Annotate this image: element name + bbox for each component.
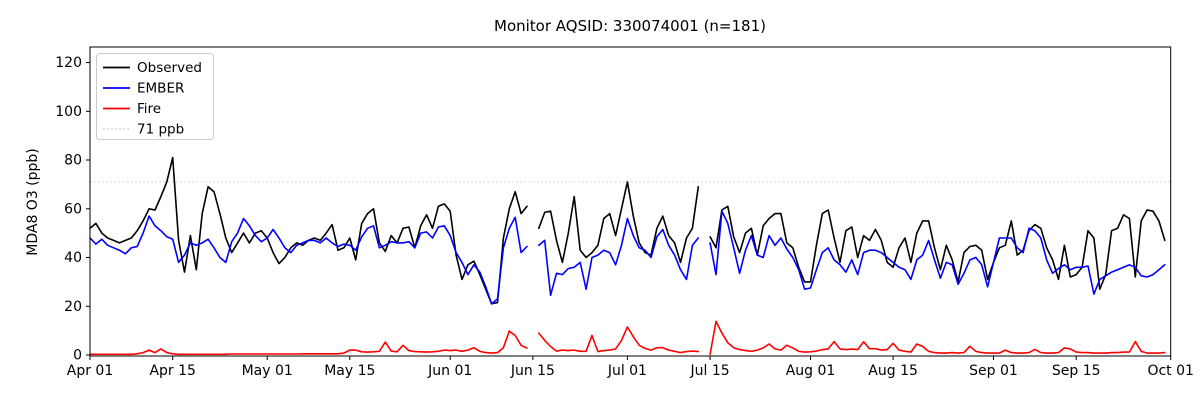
y-tick-label: 40 [64,250,82,266]
y-tick-label: 20 [64,299,82,315]
x-tick-label: Aug 01 [786,363,836,379]
x-tick-label: Sep 15 [1052,363,1101,379]
y-tick-label: 100 [55,104,82,120]
legend-label-fire: Fire [137,101,161,117]
legend-label-ember: EMBER [137,81,184,97]
x-tick-label: Jun 15 [510,363,555,379]
axes-spines [89,46,1172,357]
x-tick-label: Sep 01 [969,363,1018,379]
legend-label-observed: Observed [137,60,202,76]
y-tick-label: 60 [64,201,82,217]
x-tick-label: May 15 [324,363,375,379]
legend-label-71-ppb: 71 ppb [137,122,184,138]
x-tick-label: Jul 01 [607,363,647,379]
x-tick-label: Apr 01 [67,363,113,379]
y-tick-label: 80 [64,153,82,169]
x-tick-label: Jul 15 [690,363,730,379]
y-tick-label: 120 [55,55,82,71]
x-tick-label: Aug 15 [868,363,918,379]
x-tick-label: Oct 01 [1147,363,1193,379]
series-line-observed [89,156,1166,305]
x-tick-label: May 01 [242,363,293,379]
legend-box [96,53,214,140]
y-axis-label: MDA8 O3 (ppb) [25,148,41,256]
series-line-ember [89,210,1166,305]
x-tick-label: Apr 15 [149,363,195,379]
plot-area: Apr 01 Apr 15 May 01 May 15 Jun 01 Jun 15 Jul … [55,46,1194,379]
y-tick-label: 0 [73,348,82,364]
x-tick-label: Jun 01 [427,363,472,379]
chart-title: Monitor AQSID: 330074001 (n=181) [494,17,766,35]
series-line-fire [89,320,1166,356]
